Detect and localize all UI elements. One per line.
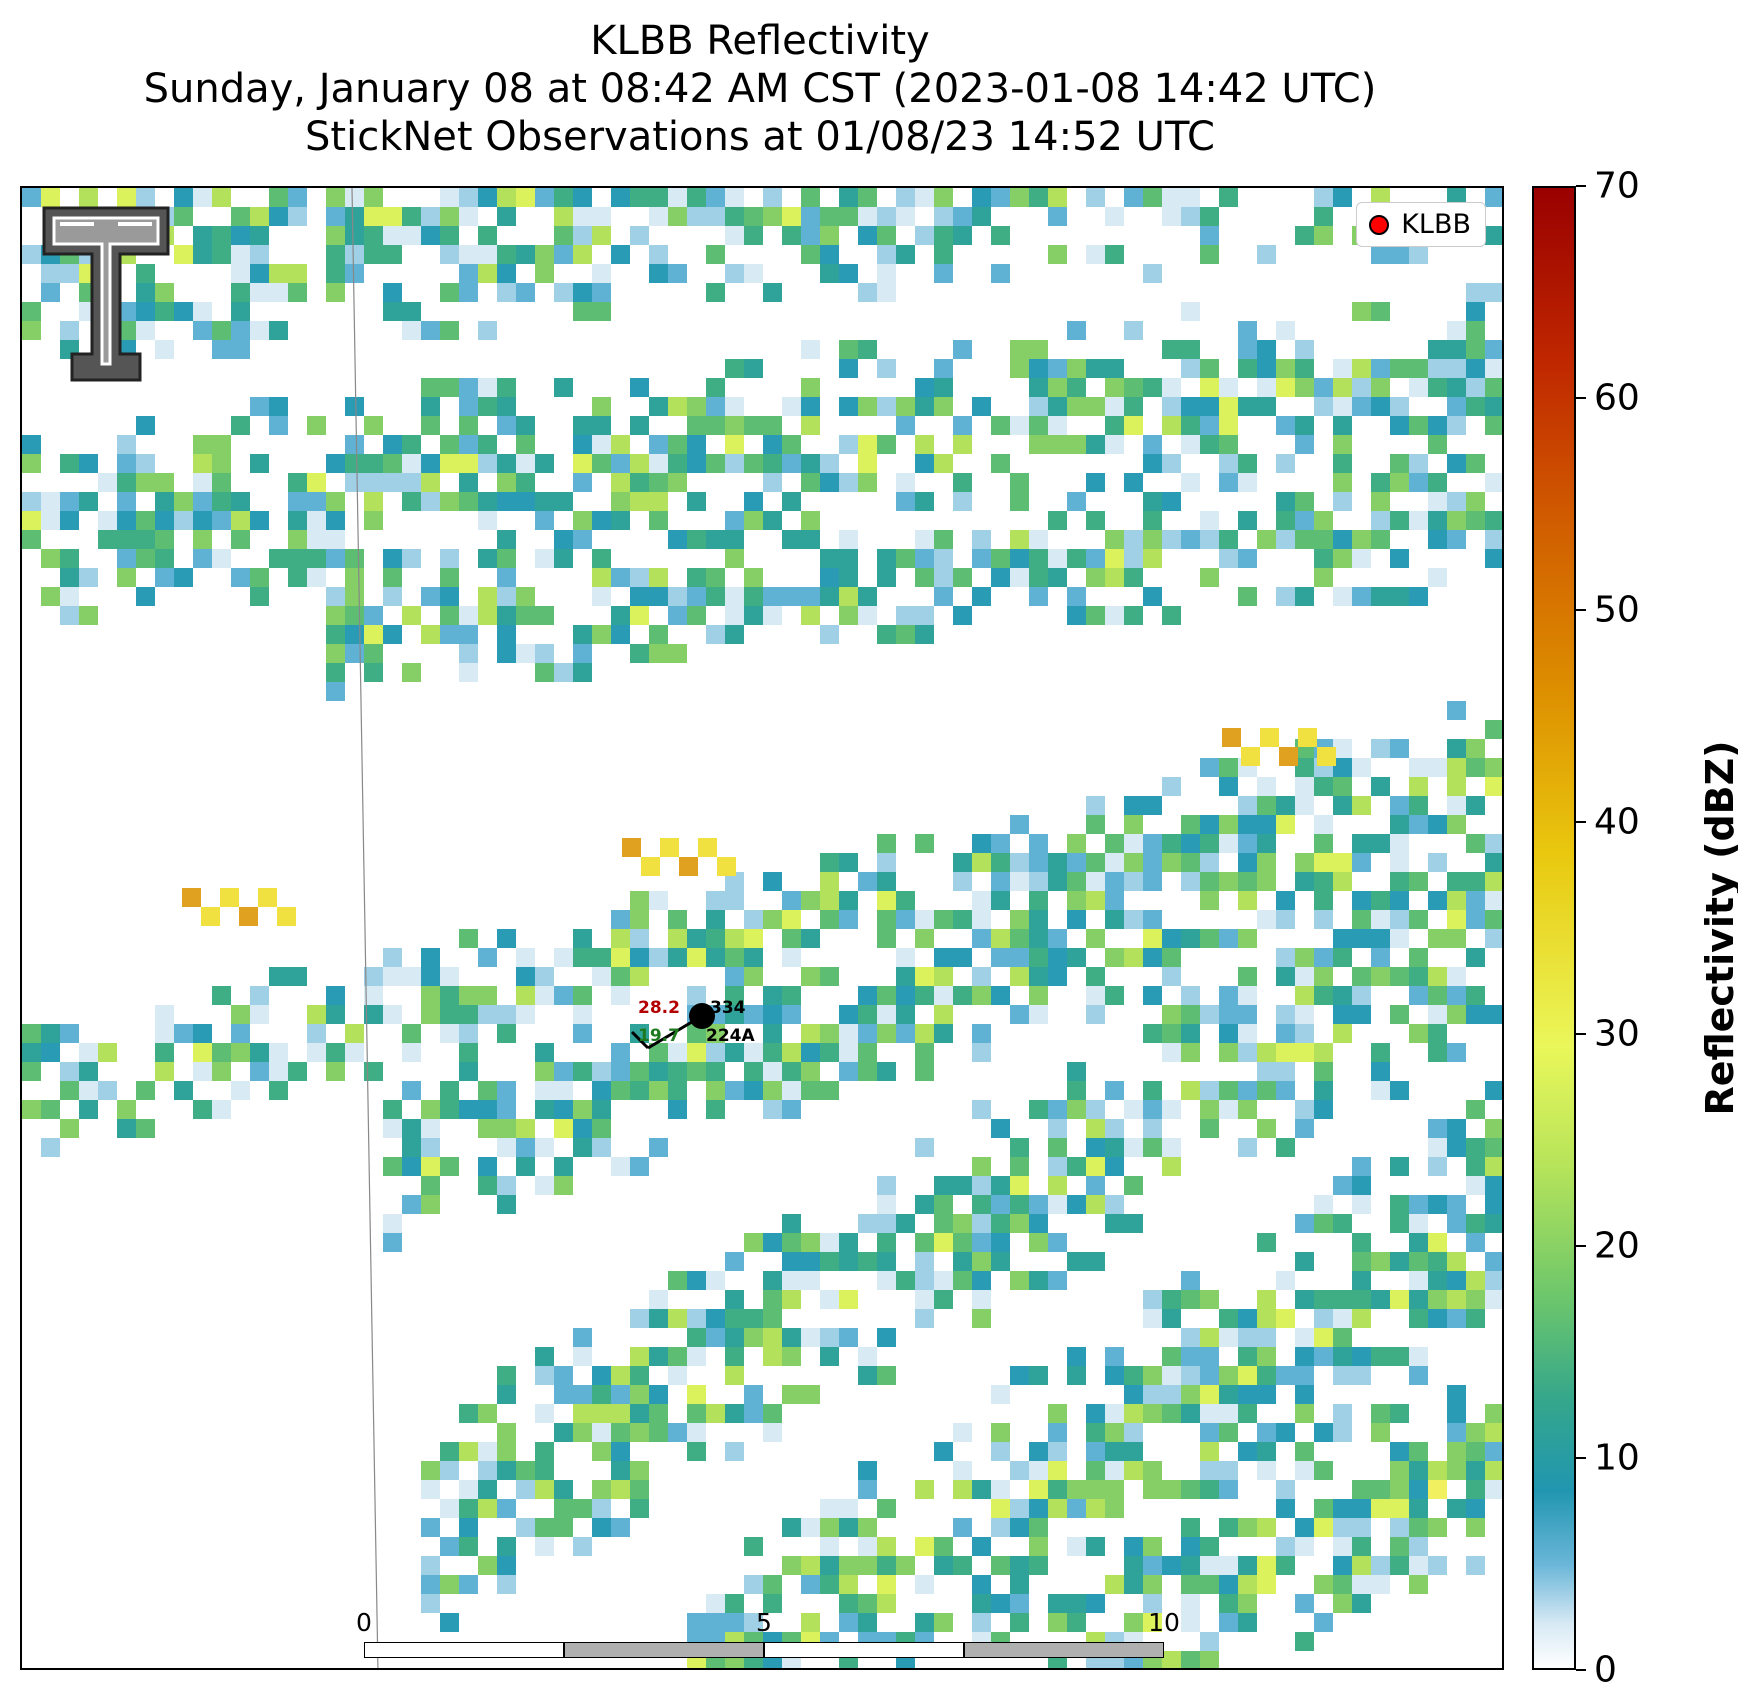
colorbar-tick-label: 40	[1594, 801, 1640, 843]
colorbar-title: Reflectivity (dBZ)	[1698, 740, 1738, 1116]
colorbar-tick-label: 10	[1594, 1437, 1640, 1479]
scale-tick-label: 5	[756, 1608, 772, 1637]
colorbar-tick	[1576, 821, 1586, 823]
station-temperature: 28.2	[638, 998, 680, 1018]
colorbar-tick	[1576, 609, 1586, 611]
station-dewpoint: 19.7	[638, 1026, 680, 1046]
scale-segment	[764, 1642, 964, 1658]
station-pressure: 334	[710, 998, 746, 1018]
colorbar-tick-label: 70	[1594, 165, 1640, 207]
colorbar-tick-label: 60	[1594, 377, 1640, 419]
scale-segment	[564, 1642, 764, 1658]
scale-tick-label: 10	[1148, 1608, 1180, 1637]
scale-bar: 0 5 10 km	[356, 1608, 1180, 1668]
colorbar-tick	[1576, 1245, 1586, 1247]
texas-tech-logo-icon	[42, 206, 170, 382]
colorbar-tick	[1576, 1033, 1586, 1035]
radar-map[interactable]: KLBB 28.2 334 19.7 224A 0 5 10 km	[20, 186, 1504, 1670]
map-subtitle-observations: StickNet Observations at 01/08/23 14:52 …	[305, 114, 1215, 160]
scale-segment	[364, 1642, 564, 1658]
colorbar-tick-label: 30	[1594, 1013, 1640, 1055]
map-legend: KLBB	[1356, 202, 1486, 247]
colorbar-tick-label: 50	[1594, 589, 1640, 631]
reflectivity-colorbar	[1532, 186, 1576, 1670]
colorbar-tick-label: 0	[1594, 1649, 1617, 1691]
colorbar-tick	[1576, 185, 1586, 187]
colorbar-tick	[1576, 1669, 1586, 1671]
map-title: KLBB Reflectivity	[590, 18, 930, 64]
reflectivity-field	[22, 188, 1502, 1668]
scale-tick-label: 0	[356, 1608, 372, 1637]
colorbar-tick	[1576, 397, 1586, 399]
colorbar-tick	[1576, 1457, 1586, 1459]
klbb-marker-icon	[1369, 214, 1390, 235]
wind-barb-icon	[630, 1003, 715, 1050]
scale-segment	[964, 1642, 1164, 1658]
map-subtitle-datetime: Sunday, January 08 at 08:42 AM CST (2023…	[143, 66, 1377, 112]
station-id: 224A	[706, 1026, 755, 1046]
county-boundary-line	[351, 188, 379, 1668]
legend-label: KLBB	[1401, 209, 1471, 240]
colorbar-tick-label: 20	[1594, 1225, 1640, 1267]
